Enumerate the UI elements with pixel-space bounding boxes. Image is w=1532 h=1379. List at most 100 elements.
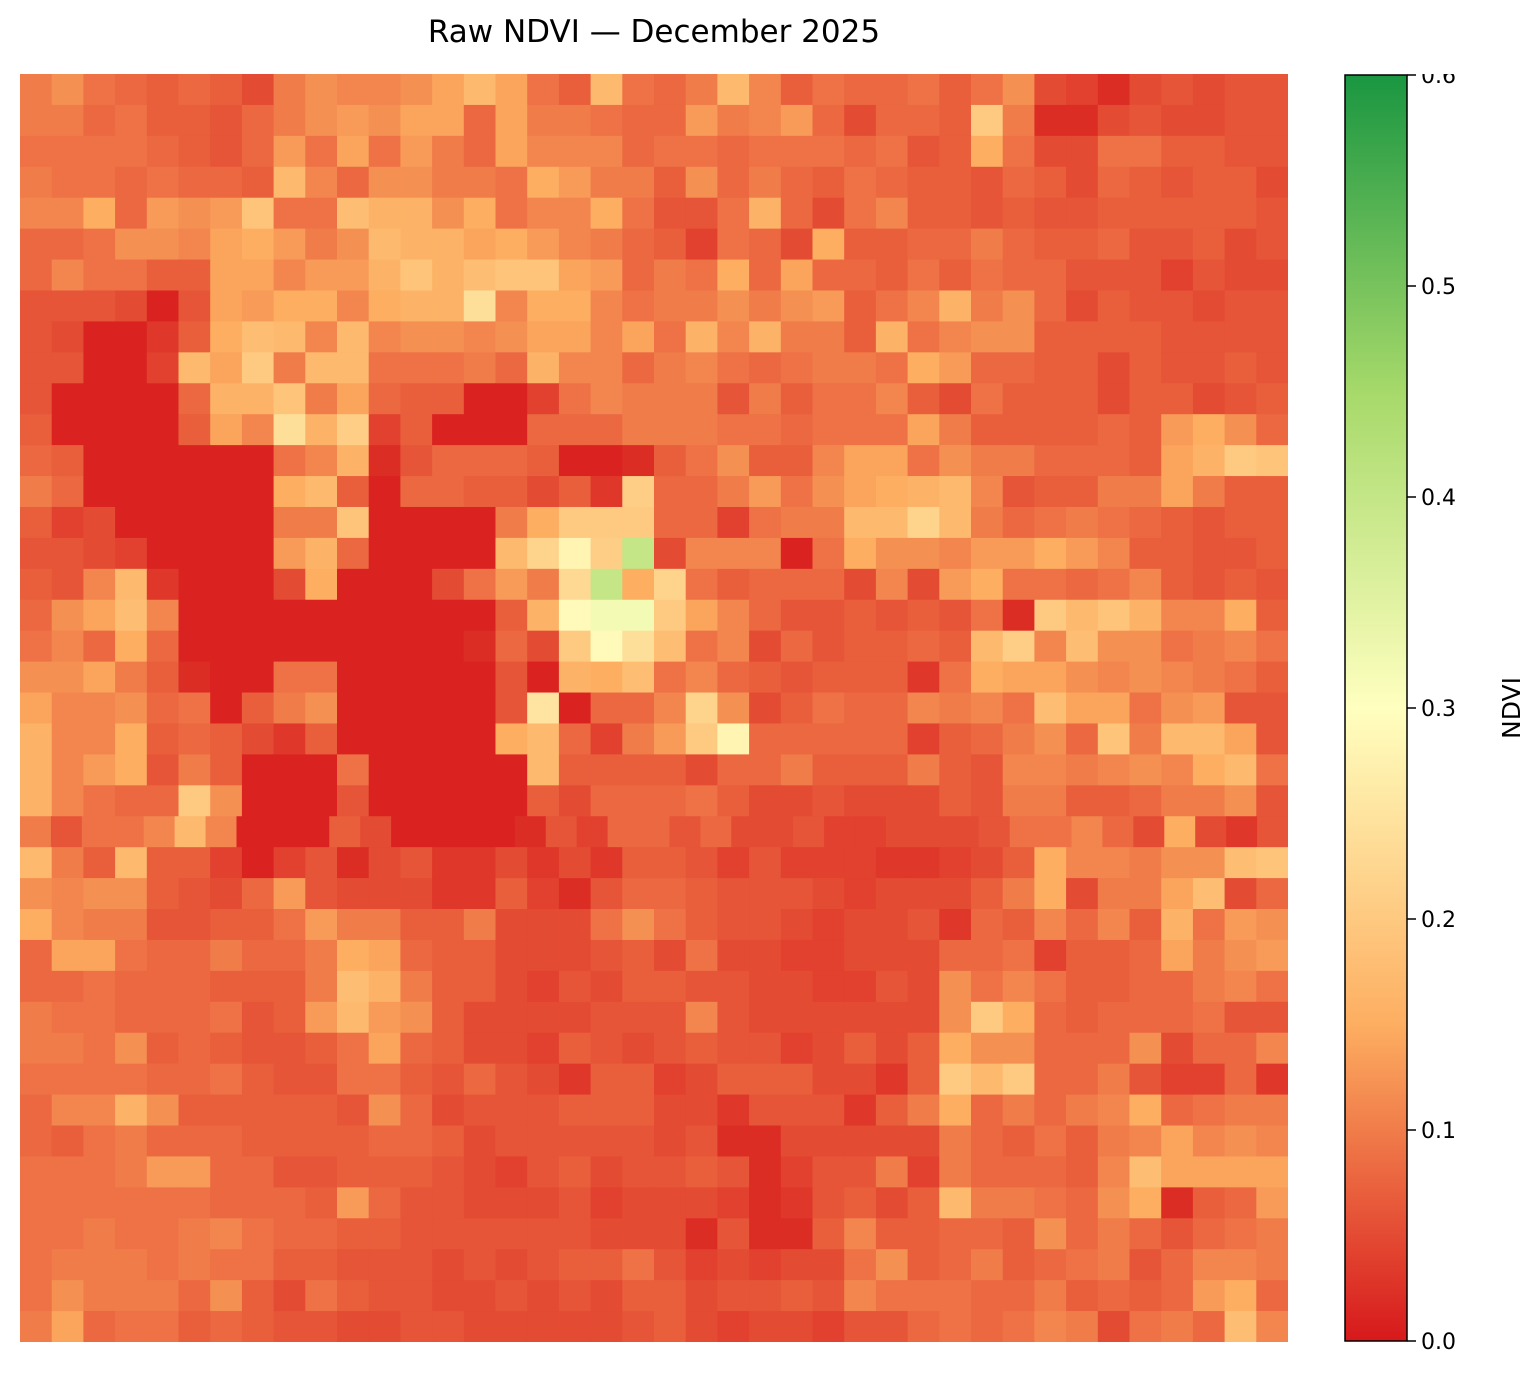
- heatmap-cell: [495, 847, 528, 879]
- heatmap-cell: [273, 1125, 306, 1158]
- heatmap-cell: [780, 1063, 814, 1096]
- heatmap-cell: [400, 568, 433, 601]
- heatmap-cell: [210, 476, 243, 508]
- heatmap-cell: [305, 1001, 338, 1034]
- heatmap-cell: [939, 290, 972, 323]
- heatmap-cell: [749, 197, 782, 230]
- heatmap-cell: [463, 476, 497, 508]
- heatmap-cell: [368, 74, 401, 106]
- heatmap-cell: [368, 630, 401, 663]
- heatmap-cell: [812, 352, 845, 384]
- heatmap-cell: [51, 1001, 84, 1034]
- heatmap-cell: [622, 228, 655, 261]
- heatmap-cell: [83, 599, 116, 632]
- heatmap-cell: [527, 1125, 560, 1158]
- heatmap-cell: [1066, 939, 1099, 972]
- heatmap-cell: [1256, 1156, 1288, 1188]
- heatmap-cell: [558, 878, 592, 910]
- heatmap-cell: [432, 259, 465, 292]
- heatmap-cell: [1066, 352, 1099, 384]
- heatmap-cell: [1034, 104, 1067, 137]
- heatmap-cell: [273, 1311, 306, 1342]
- heatmap-cell: [685, 568, 718, 601]
- heatmap-cell: [241, 383, 275, 415]
- heatmap-cell: [844, 909, 877, 941]
- heatmap-cell: [1066, 1125, 1099, 1158]
- heatmap-cell: [971, 104, 1004, 137]
- heatmap-cell: [1224, 414, 1257, 446]
- heatmap-cell: [971, 1249, 1004, 1281]
- heatmap-cell: [1129, 352, 1162, 384]
- heatmap-cell: [1192, 74, 1226, 106]
- heatmap-cell: [51, 970, 84, 1003]
- heatmap-cell: [749, 692, 782, 725]
- heatmap-cell: [685, 754, 718, 786]
- heatmap-cell: [812, 414, 845, 446]
- heatmap-cell: [558, 1001, 592, 1034]
- heatmap-cell: [812, 166, 845, 199]
- heatmap-cell: [432, 970, 465, 1003]
- heatmap-cell: [875, 414, 909, 446]
- heatmap-cell: [1192, 1249, 1226, 1281]
- heatmap-cell: [1034, 1249, 1067, 1281]
- heatmap-cell: [590, 166, 623, 199]
- heatmap-cell: [210, 878, 243, 910]
- heatmap-cell: [812, 1094, 845, 1127]
- heatmap-cell: [1161, 383, 1194, 415]
- heatmap-cell: [527, 1032, 560, 1065]
- heatmap-cell: [273, 630, 306, 663]
- heatmap-cell: [495, 290, 528, 323]
- heatmap-cell: [210, 197, 243, 230]
- heatmap-cell: [939, 1032, 972, 1065]
- heatmap-cell: [1066, 878, 1099, 910]
- heatmap-cell: [1224, 970, 1257, 1003]
- heatmap-cell: [762, 816, 794, 848]
- heatmap-cell: [1066, 537, 1099, 570]
- heatmap-cell: [20, 661, 53, 694]
- heatmap-cell: [907, 383, 940, 415]
- heatmap-cell: [622, 352, 655, 384]
- heatmap-cell: [146, 259, 180, 292]
- heatmap-cell: [400, 630, 433, 663]
- heatmap-cell: [400, 1187, 433, 1219]
- heatmap-cell: [368, 692, 401, 725]
- heatmap-cell: [20, 414, 53, 446]
- heatmap-cell: [241, 537, 275, 570]
- heatmap-cell: [463, 599, 497, 632]
- heatmap-cell: [875, 754, 909, 786]
- heatmap-cell: [654, 506, 687, 539]
- heatmap-cell: [146, 383, 180, 415]
- heatmap-cell: [1192, 1218, 1226, 1250]
- heatmap-cell: [83, 506, 116, 539]
- heatmap-cell: [1066, 1249, 1099, 1281]
- heatmap-cell: [1192, 290, 1226, 323]
- heatmap-cell: [1256, 166, 1288, 199]
- heatmap-cell: [622, 630, 655, 663]
- heatmap-cell: [1224, 754, 1257, 786]
- heatmap-cell: [273, 1187, 306, 1219]
- heatmap-cell: [1097, 692, 1131, 725]
- heatmap-cell: [812, 661, 845, 694]
- heatmap-cell: [1129, 970, 1162, 1003]
- heatmap-cell: [432, 166, 465, 199]
- heatmap-cell: [178, 352, 211, 384]
- heatmap-cell: [527, 878, 560, 910]
- heatmap-cell: [939, 166, 972, 199]
- colorbar-tick-label: 0.4: [1421, 486, 1456, 511]
- heatmap-cell: [607, 816, 640, 848]
- heatmap-cell: [1256, 445, 1288, 477]
- heatmap-cell: [1002, 228, 1035, 261]
- heatmap-cell: [939, 1094, 972, 1127]
- heatmap-cell: [273, 939, 306, 972]
- heatmap-cell: [115, 445, 148, 477]
- heatmap-cell: [368, 259, 401, 292]
- heatmap-cell: [654, 692, 687, 725]
- heatmap-cell: [844, 290, 877, 323]
- heatmap-cell: [812, 630, 845, 663]
- heatmap-cell: [1256, 290, 1288, 323]
- heatmap-cell: [1066, 228, 1099, 261]
- heatmap-cell: [654, 909, 687, 941]
- heatmap-cell: [400, 321, 433, 353]
- heatmap-cells: [20, 74, 1288, 1342]
- heatmap-cell: [495, 1032, 528, 1065]
